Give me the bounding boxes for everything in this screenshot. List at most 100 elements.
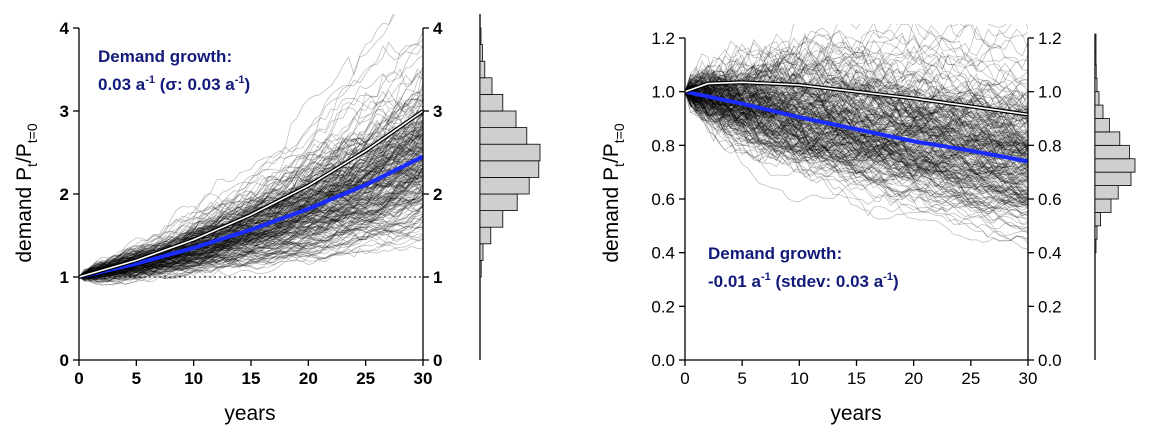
simulation-path [685, 82, 1028, 163]
simulation-path [685, 91, 1028, 170]
y-tick-label-left: 1.0 [651, 83, 675, 102]
simulation-path [685, 91, 1028, 250]
simulation-path [685, 91, 1028, 188]
simulation-path [685, 83, 1028, 128]
simulation-path [79, 215, 423, 278]
simulation-path [685, 71, 1028, 146]
simulation-path [79, 148, 423, 279]
simulation-path [685, 82, 1028, 175]
simulation-path [685, 80, 1028, 199]
simulation-path [79, 150, 423, 280]
simulation-path [685, 24, 1028, 92]
simulation-path [685, 63, 1028, 104]
simulation-path [685, 82, 1028, 168]
simulation-path [79, 174, 423, 279]
simulation-path [79, 187, 423, 280]
simulation-path [685, 81, 1028, 180]
simulation-path [79, 158, 423, 278]
simulation-path [685, 84, 1028, 184]
simulation-path [685, 91, 1028, 158]
simulation-path [685, 86, 1028, 202]
mean-line [78, 110, 424, 278]
simulation-path [685, 86, 1028, 178]
simulation-path [685, 63, 1028, 171]
histogram-bar [1094, 91, 1100, 106]
annotation-title: Demand growth: [708, 244, 842, 263]
simulation-path [79, 194, 423, 278]
simulation-path [685, 71, 1028, 143]
y-tick-label-right: 0.8 [1038, 136, 1062, 155]
axes: 0 5 10 15 20 25 300.0 0.00.2 0.20.4 0.40.6 0.60.8 0… [651, 29, 1061, 388]
simulation-path [685, 91, 1028, 236]
histogram-bar [479, 143, 541, 162]
simulation-path [79, 37, 423, 278]
simulation-path [685, 85, 1028, 176]
mean-line [684, 81, 1029, 116]
y-tick-label-left: 0 [60, 351, 69, 370]
simulation-path [685, 32, 1028, 156]
simulation-path [685, 91, 1028, 204]
simulation-path [685, 77, 1028, 124]
simulation-path [79, 164, 423, 278]
simulation-path [79, 233, 423, 278]
simulation-path [685, 91, 1028, 174]
simulation-path [685, 87, 1028, 204]
simulation-path [685, 91, 1028, 158]
histogram-bar [1094, 77, 1098, 93]
simulation-path [79, 204, 423, 283]
histogram-bar [479, 259, 482, 278]
histogram-bar [479, 77, 493, 95]
histogram-bar [1094, 51, 1097, 66]
y-tick-label-left: 0.6 [651, 190, 675, 209]
simulation-path [685, 61, 1028, 117]
simulation-path [79, 157, 423, 278]
simulation-path [79, 190, 423, 280]
simulation-path [685, 55, 1028, 122]
simulation-path [79, 152, 423, 281]
simulation-path [79, 193, 423, 280]
simulation-path [79, 228, 423, 278]
simulation-path [685, 33, 1028, 137]
simulation-path [79, 198, 423, 278]
simulation-path [685, 47, 1028, 155]
simulation-path [685, 91, 1028, 184]
simulation-path [685, 91, 1028, 219]
simulation-path [685, 69, 1028, 134]
simulation-path [685, 84, 1028, 152]
simulation-path [685, 72, 1028, 154]
simulation-path [685, 74, 1028, 162]
histogram-bar [479, 160, 540, 178]
x-tick-label: 15 [242, 369, 261, 388]
y-tick-label-right: 0.6 [1038, 190, 1062, 209]
x-tick-label: 10 [790, 369, 809, 388]
simulation-path [79, 123, 423, 279]
simulation-path [685, 91, 1028, 198]
simulation-path [685, 84, 1028, 194]
simulation-path [685, 24, 1028, 92]
simulation-path [685, 84, 1028, 184]
simulation-path [685, 91, 1028, 174]
simulation-path [79, 217, 423, 286]
simulation-path [79, 227, 423, 278]
simulation-path [79, 187, 423, 278]
simulation-path [79, 69, 423, 278]
simulation-path [685, 91, 1028, 171]
simulation-path [79, 99, 423, 278]
x-tick-label: 10 [184, 369, 203, 388]
simulation-path [685, 88, 1028, 147]
histogram [479, 14, 541, 360]
x-tick-label: 5 [132, 369, 141, 388]
simulation-path [79, 180, 423, 278]
x-tick-label: 5 [737, 369, 746, 388]
simulation-path [685, 67, 1028, 217]
annotation-growth: 0.03 a-1 (σ: 0.03 a-1) [98, 74, 250, 94]
y-axis-title: demand Pt/Pt=0 [13, 123, 40, 263]
y-tick-label-left: 4 [60, 19, 70, 38]
median-line [78, 154, 424, 279]
simulation-path [685, 91, 1028, 226]
annotation-growth: -0.01 a-1 (stdev: 0.03 a-1) [708, 271, 899, 291]
x-tick-label: 25 [356, 369, 375, 388]
simulation-path [79, 206, 423, 285]
simulation-path [79, 192, 423, 279]
simulation-path [79, 215, 423, 285]
